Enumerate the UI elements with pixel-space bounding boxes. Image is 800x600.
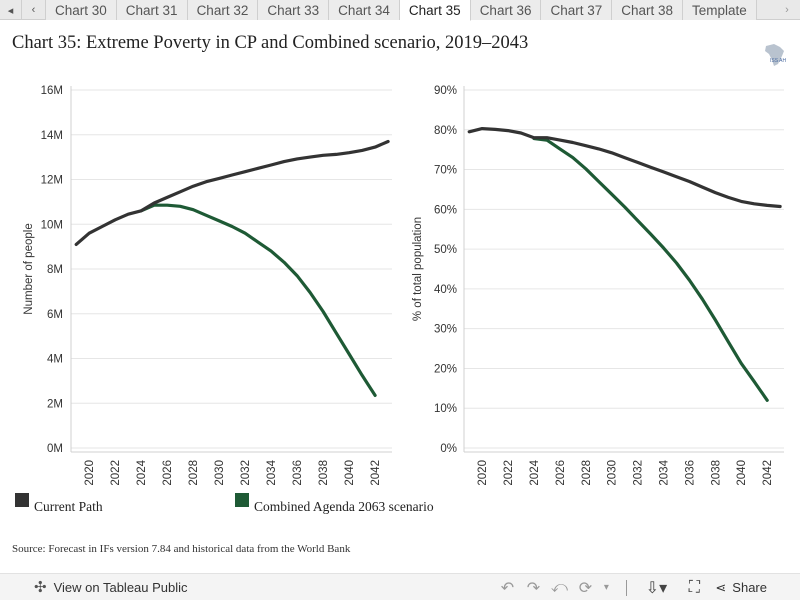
y-tick-label: 40%: [434, 284, 457, 296]
y-tick-label: 2M: [47, 398, 63, 410]
x-tick-label: 2042: [370, 460, 382, 486]
tab-chart-32[interactable]: Chart 32: [187, 0, 259, 20]
x-tick-label: 2038: [318, 460, 330, 486]
series-line-combined[interactable]: [532, 136, 769, 402]
tab-chart-37[interactable]: Chart 37: [541, 0, 613, 20]
y-tick-label: 20%: [434, 363, 457, 375]
refresh-dropdown-icon[interactable]: ▾: [603, 582, 609, 593]
y-axis-label: Number of people: [23, 223, 35, 314]
x-tick-label: 2020: [477, 460, 489, 486]
view-on-tableau-link[interactable]: ✣ View on Tableau Public: [34, 578, 188, 596]
tab-chart-30[interactable]: Chart 30: [46, 0, 117, 20]
tab-template[interactable]: Template: [683, 0, 757, 20]
x-tick-label: 2032: [633, 460, 645, 486]
y-tick-label: 8M: [47, 264, 63, 276]
sheet-tab-bar: ◂ ‹ Chart 30 Chart 31 Chart 32 Chart 33 Char…: [0, 0, 800, 21]
x-tick-label: 2038: [710, 460, 722, 486]
y-axis-label: % of total population: [412, 217, 424, 321]
view-on-tableau-label: View on Tableau Public: [53, 579, 188, 595]
y-tick-label: 10M: [41, 219, 63, 231]
revert-icon[interactable]: ⤺: [550, 578, 568, 596]
tab-menu-chevron-icon[interactable]: ◂: [0, 0, 22, 20]
chart-panel-1: 0M 2M 4M 6M 8M 10M 12M 14M 16M 2020 2022 2024 2026 20…: [23, 85, 392, 486]
legend-item-current-path[interactable]: Current Path: [15, 492, 103, 515]
x-tick-label: 2042: [762, 460, 774, 486]
tab-chart-31[interactable]: Chart 31: [116, 0, 188, 20]
tableau-toolbar: ✣ View on Tableau Public ↶ ↷ ⤺ ⟳ ▾ ⇩▾ ⛶ …: [0, 573, 800, 600]
y-tick-label: 80%: [434, 125, 457, 137]
x-tick-label: 2032: [240, 460, 252, 486]
y-tick-label: 50%: [434, 244, 457, 256]
y-tick-label: 0M: [47, 443, 63, 455]
y-tick-label: 30%: [434, 324, 457, 336]
y-tick-label: 10%: [434, 403, 457, 415]
undo-icon[interactable]: ↶: [500, 579, 515, 597]
series-line-current-path[interactable]: [467, 127, 782, 209]
legend-item-combined[interactable]: Combined Agenda 2063 scenario: [235, 492, 434, 515]
download-icon[interactable]: ⇩▾: [645, 579, 668, 597]
x-tick-label: 2034: [266, 459, 278, 485]
legend-label-combined: Combined Agenda 2063 scenario: [254, 499, 434, 514]
legend-swatch-current-path: [15, 493, 29, 507]
toolbar-divider: [626, 579, 628, 596]
tab-chart-36[interactable]: Chart 36: [470, 0, 542, 20]
series-line-current-path[interactable]: [74, 139, 390, 246]
x-tick-label: 2040: [344, 460, 356, 486]
y-tick-label: 60%: [434, 204, 457, 216]
y-tick-label: 0%: [440, 443, 457, 455]
x-tick-label: 2036: [684, 460, 696, 486]
y-tick-label: 16M: [41, 85, 63, 97]
tab-chart-34[interactable]: Chart 34: [329, 0, 400, 20]
x-tick-label: 2028: [188, 460, 200, 486]
y-tick-label: 90%: [434, 85, 457, 97]
y-tick-label: 12M: [41, 175, 63, 187]
chart-panel-2: 0% 10% 20% 30% 40% 50% 60% 70% 80% 90% 2020 2022 202…: [412, 85, 784, 486]
series-line-combined[interactable]: [139, 203, 377, 397]
x-tick-label: 2022: [110, 460, 122, 486]
refresh-icon[interactable]: ⟳: [578, 579, 593, 597]
x-tick-label: 2036: [292, 460, 304, 486]
share-button[interactable]: ⋖ Share: [715, 580, 767, 596]
tab-prev-chevron-icon[interactable]: ‹: [22, 0, 46, 20]
x-tick-label: 2034: [659, 459, 671, 485]
legend-label-current-path: Current Path: [34, 499, 103, 514]
toolbar-actions: ↶ ↷ ⤺ ⟳ ▾ ⇩▾ ⛶ ⋖ Share: [494, 574, 800, 600]
y-tick-label: 4M: [47, 354, 63, 366]
y-tick-label: 70%: [434, 165, 457, 177]
redo-icon[interactable]: ↷: [526, 579, 541, 597]
fullscreen-icon[interactable]: ⛶: [688, 578, 700, 596]
x-tick-label: 2024: [136, 459, 148, 485]
share-label: Share: [732, 580, 767, 595]
logo-text: ISS AH: [770, 58, 787, 64]
page-title: Chart 35: Extreme Poverty in CP and Comb…: [12, 33, 529, 53]
sheet-tabs: Chart 30 Chart 31 Chart 32 Chart 33 Chart 34…: [46, 0, 774, 21]
tableau-logo-icon: ✣: [34, 579, 47, 596]
x-tick-label: 2026: [555, 460, 567, 486]
y-tick-label: 6M: [47, 309, 63, 321]
x-tick-label: 2030: [607, 460, 619, 486]
tab-chart-33[interactable]: Chart 33: [258, 0, 330, 20]
x-tick-label: 2024: [529, 459, 541, 485]
source-note: Source: Forecast in IFs version 7.84 and…: [12, 543, 351, 555]
x-tick-label: 2020: [84, 460, 96, 486]
tab-next-chevron-icon[interactable]: ›: [785, 3, 789, 16]
poverty-charts: 0M 2M 4M 6M 8M 10M 12M 14M 16M 2020 2022 2024 2026 20…: [23, 85, 784, 486]
x-tick-label: 2022: [503, 460, 515, 486]
tab-chart-38[interactable]: Chart 38: [612, 0, 684, 20]
share-icon: ⋖: [715, 579, 727, 595]
tab-chart-35[interactable]: Chart 35: [399, 0, 471, 21]
iss-africa-logo: ISS AH: [765, 44, 787, 66]
x-tick-label: 2030: [214, 460, 226, 486]
x-tick-label: 2026: [162, 460, 174, 486]
x-tick-label: 2028: [581, 460, 593, 486]
legend-swatch-combined: [235, 493, 249, 507]
y-tick-label: 14M: [41, 130, 63, 142]
x-tick-label: 2040: [736, 460, 748, 486]
